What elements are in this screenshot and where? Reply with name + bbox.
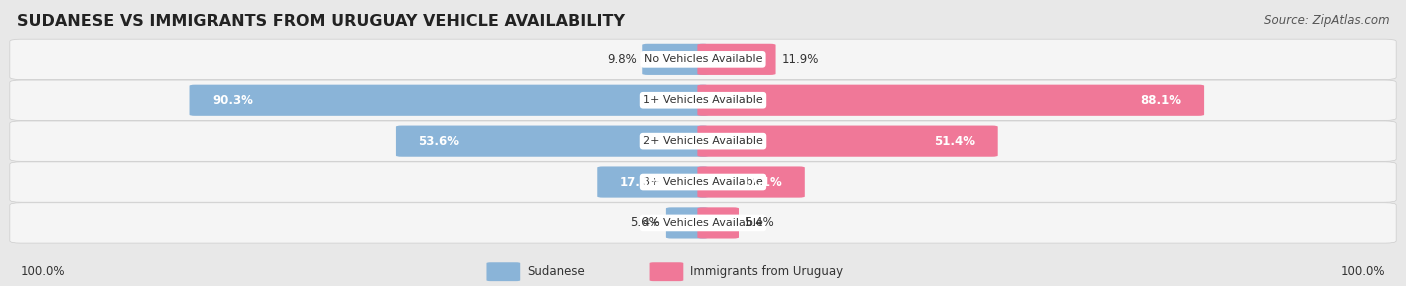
- Text: 2+ Vehicles Available: 2+ Vehicles Available: [643, 136, 763, 146]
- Text: 17.1%: 17.1%: [741, 176, 782, 188]
- FancyBboxPatch shape: [10, 121, 1396, 161]
- FancyBboxPatch shape: [643, 44, 709, 75]
- Text: 5.6%: 5.6%: [630, 217, 661, 229]
- FancyBboxPatch shape: [190, 85, 709, 116]
- Text: 1+ Vehicles Available: 1+ Vehicles Available: [643, 95, 763, 105]
- Text: 17.8%: 17.8%: [620, 176, 661, 188]
- Text: 3+ Vehicles Available: 3+ Vehicles Available: [643, 177, 763, 187]
- FancyBboxPatch shape: [697, 207, 740, 239]
- Text: Immigrants from Uruguay: Immigrants from Uruguay: [690, 265, 844, 278]
- FancyBboxPatch shape: [666, 207, 709, 239]
- Text: 11.9%: 11.9%: [782, 53, 818, 66]
- Text: 5.4%: 5.4%: [745, 217, 775, 229]
- Text: Source: ZipAtlas.com: Source: ZipAtlas.com: [1264, 14, 1389, 27]
- FancyBboxPatch shape: [697, 126, 998, 157]
- Text: Sudanese: Sudanese: [527, 265, 585, 278]
- FancyBboxPatch shape: [10, 39, 1396, 80]
- Text: 53.6%: 53.6%: [419, 135, 460, 148]
- FancyBboxPatch shape: [396, 126, 709, 157]
- FancyBboxPatch shape: [10, 162, 1396, 202]
- Text: 51.4%: 51.4%: [934, 135, 976, 148]
- FancyBboxPatch shape: [650, 262, 683, 281]
- FancyBboxPatch shape: [697, 85, 1204, 116]
- FancyBboxPatch shape: [697, 166, 804, 198]
- Text: 100.0%: 100.0%: [1340, 265, 1385, 278]
- FancyBboxPatch shape: [598, 166, 709, 198]
- FancyBboxPatch shape: [486, 262, 520, 281]
- Text: 9.8%: 9.8%: [607, 53, 637, 66]
- FancyBboxPatch shape: [10, 80, 1396, 120]
- FancyBboxPatch shape: [10, 203, 1396, 243]
- Text: 4+ Vehicles Available: 4+ Vehicles Available: [643, 218, 763, 228]
- Text: 90.3%: 90.3%: [212, 94, 253, 107]
- Text: 100.0%: 100.0%: [21, 265, 66, 278]
- FancyBboxPatch shape: [697, 44, 776, 75]
- Text: SUDANESE VS IMMIGRANTS FROM URUGUAY VEHICLE AVAILABILITY: SUDANESE VS IMMIGRANTS FROM URUGUAY VEHI…: [17, 14, 624, 29]
- Text: 88.1%: 88.1%: [1140, 94, 1181, 107]
- Text: No Vehicles Available: No Vehicles Available: [644, 54, 762, 64]
